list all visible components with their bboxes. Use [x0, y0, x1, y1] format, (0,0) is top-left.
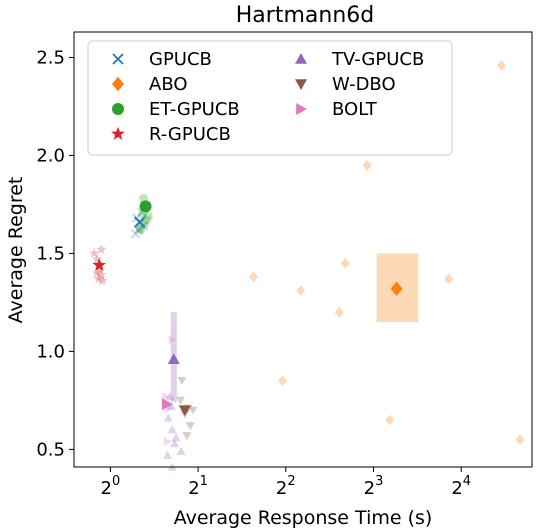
run-point-4-5	[162, 450, 172, 459]
legend-label-5: W-DBO	[332, 74, 396, 95]
run-point-4-2	[163, 413, 173, 422]
chart-title: Hartmann6d	[236, 3, 374, 28]
x-tick-label-0: 20	[101, 474, 121, 499]
run-point-5-5	[182, 432, 192, 441]
mean-point-2	[139, 200, 152, 213]
mean-point-4	[167, 353, 180, 365]
legend-label-6: BOLT	[332, 99, 378, 120]
run-point-1-8	[385, 414, 395, 426]
mean-point-1	[390, 281, 403, 296]
run-point-3-6	[97, 275, 108, 286]
run-point-5-6	[175, 396, 185, 405]
y-axis-label: Average Regret	[5, 177, 27, 324]
run-point-0-4	[130, 229, 141, 239]
run-point-4-0	[165, 391, 175, 401]
run-point-5-4	[185, 422, 195, 431]
run-point-1-4	[340, 257, 350, 269]
mean-point-3	[92, 257, 107, 271]
y-tick-label-0: 0.5	[36, 439, 65, 460]
legend-label-3: R-GPUCB	[149, 124, 231, 145]
run-point-1-1	[362, 159, 372, 171]
x-axis-label: Average Response Time (s)	[174, 507, 433, 529]
axes: 20 21 22 23 24 0.5 1.0 1.5 2.0 2.5	[36, 47, 471, 499]
y-tick-label-4: 2.5	[36, 47, 65, 68]
run-point-4-4	[170, 438, 180, 448]
run-point-5-0	[177, 377, 187, 386]
legend-label-4: TV-GPUCB	[331, 49, 424, 70]
legend-marker-2	[112, 103, 124, 115]
run-point-3-3	[94, 263, 105, 274]
legend: GPUCB ABO ET-GPUCB R-GPUCB TV-GPUCB W-DBO BOLT	[87, 40, 453, 156]
x-tick-label-1: 21	[188, 474, 208, 499]
legend-box	[87, 40, 453, 156]
run-point-2-2	[136, 225, 146, 235]
run-point-1-2	[249, 271, 259, 283]
y-tick-label-2: 1.5	[36, 243, 65, 264]
y-tick-label-3: 2.0	[36, 145, 65, 166]
x-tick-label-4: 24	[451, 474, 471, 499]
run-point-3-1	[96, 244, 107, 254]
legend-marker-1	[112, 76, 124, 92]
legend-marker-5	[295, 79, 307, 90]
run-point-4-8	[171, 433, 181, 442]
legend-marker-3	[111, 126, 125, 140]
run-point-1-9	[515, 434, 525, 445]
run-point-3-4	[96, 269, 107, 280]
run-point-3-7	[91, 267, 103, 278]
y-tick-label-1: 1.0	[36, 341, 65, 362]
legend-label-0: GPUCB	[149, 49, 212, 70]
run-point-1-3	[296, 285, 306, 297]
run-point-4-1	[166, 401, 176, 410]
plot-frame	[73, 31, 533, 468]
x-tick-label-2: 22	[276, 474, 296, 499]
run-point-0-1	[133, 225, 144, 235]
run-point-6-2	[163, 437, 172, 447]
legend-marker-0	[112, 53, 124, 65]
run-point-4-3	[167, 425, 177, 434]
x-tick-label-3: 23	[364, 474, 384, 499]
run-point-1-7	[278, 375, 288, 387]
legend-marker-6	[296, 103, 307, 115]
run-point-2-3	[140, 219, 150, 229]
run-point-6-0	[168, 335, 177, 345]
mean-point-6	[161, 398, 173, 411]
run-point-2-4	[143, 211, 153, 221]
run-point-3-2	[91, 253, 103, 264]
legend-label-1: ABO	[149, 74, 188, 95]
mean-point-5	[178, 405, 191, 417]
run-point-6-1	[162, 391, 171, 401]
run-point-1-5	[334, 306, 344, 318]
run-point-1-0	[496, 59, 506, 71]
run-point-3-5	[93, 273, 104, 284]
plot-area	[89, 59, 525, 471]
run-point-1-6	[444, 273, 454, 285]
run-point-2-6	[135, 223, 145, 233]
run-point-3-0	[89, 248, 100, 258]
run-point-5-2	[188, 406, 198, 415]
mean-point-0	[134, 216, 146, 228]
legend-label-2: ET-GPUCB	[149, 99, 240, 120]
legend-marker-4	[295, 53, 307, 64]
run-point-4-7	[176, 446, 186, 455]
